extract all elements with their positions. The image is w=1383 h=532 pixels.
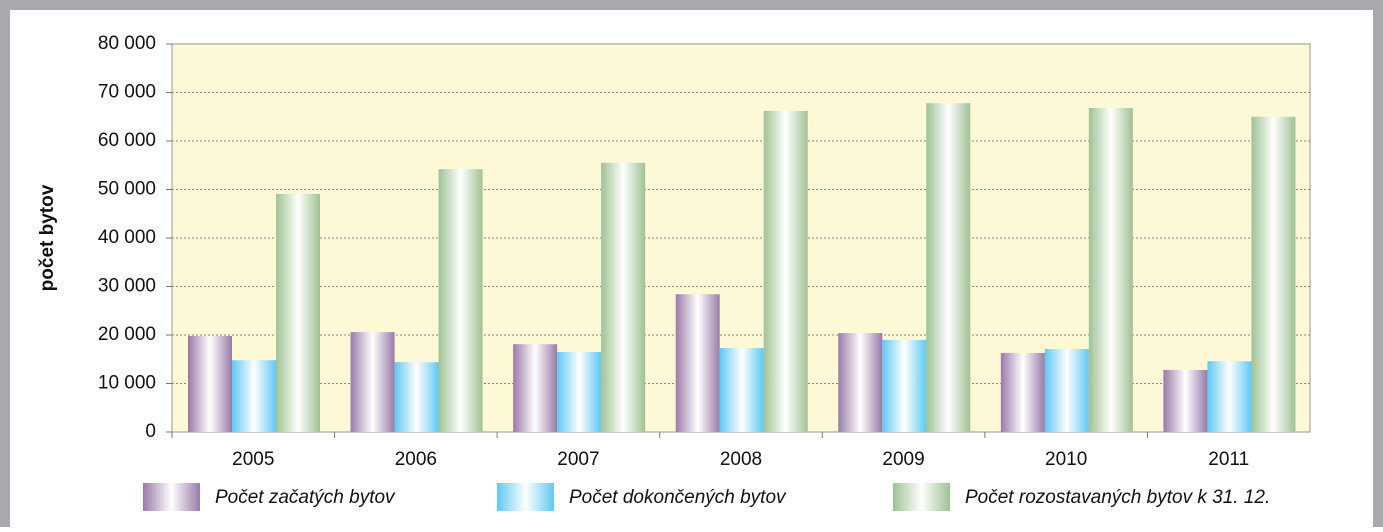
x-tick-label: 2009 — [882, 449, 924, 470]
x-tick-label: 2007 — [557, 449, 599, 470]
bar — [1251, 116, 1296, 432]
legend-label: Počet začatých bytov — [215, 487, 396, 508]
bar — [276, 193, 320, 432]
legend-swatch — [497, 483, 554, 511]
y-tick-label: 80 000 — [98, 33, 156, 54]
bar — [675, 294, 720, 432]
bar — [394, 362, 439, 432]
bar — [350, 332, 395, 432]
x-tick-label: 2011 — [1208, 449, 1249, 470]
legend-swatch — [143, 483, 200, 511]
bar — [882, 339, 927, 432]
bar — [838, 333, 883, 432]
bar — [1088, 108, 1133, 433]
x-tick-label: 2005 — [232, 449, 274, 470]
bar — [719, 348, 764, 432]
bar — [926, 103, 971, 433]
bar — [232, 360, 276, 432]
bar — [763, 110, 808, 433]
y-tick-label: 70 000 — [98, 82, 156, 103]
y-tick-label: 0 — [145, 421, 156, 442]
y-tick-label: 40 000 — [98, 227, 156, 248]
bar — [513, 344, 558, 432]
y-axis-label: počet bytov — [37, 184, 58, 291]
legend-swatch — [893, 483, 950, 511]
bar — [1207, 361, 1252, 432]
y-tick-label: 30 000 — [98, 276, 156, 297]
bar — [188, 335, 232, 432]
bar — [1000, 352, 1045, 432]
bar — [1044, 349, 1089, 432]
y-tick-label: 20 000 — [98, 324, 156, 345]
bar — [601, 162, 646, 432]
bar — [438, 169, 483, 432]
bar — [1163, 369, 1208, 432]
y-tick-label: 60 000 — [98, 130, 156, 151]
x-tick-label: 2008 — [720, 449, 762, 470]
y-tick-label: 10 000 — [98, 373, 156, 394]
y-tick-label: 50 000 — [98, 179, 156, 200]
legend-label: Počet dokončených bytov — [569, 487, 787, 508]
x-tick-label: 2006 — [395, 449, 437, 470]
x-tick-label: 2010 — [1045, 449, 1087, 470]
legend-label: Počet rozostavaných bytov k 31. 12. — [965, 487, 1270, 508]
bar — [557, 351, 602, 432]
